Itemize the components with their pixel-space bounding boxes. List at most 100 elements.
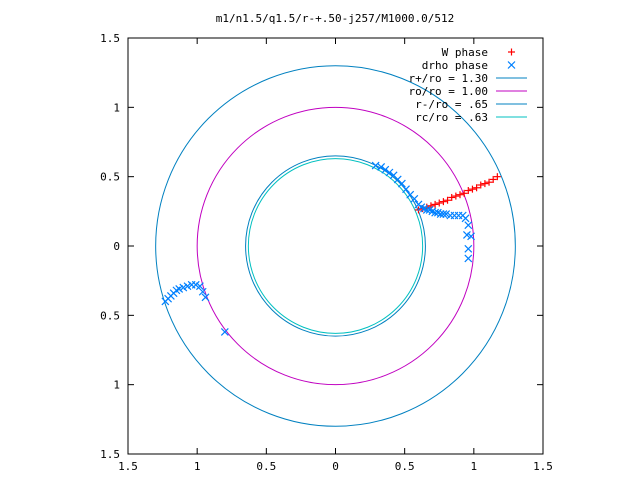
legend-marker-sample: [507, 61, 516, 69]
x-tick-label: 1.5: [533, 460, 553, 473]
drho-phase-point-d2: [385, 168, 394, 177]
x-tick-label: 1: [194, 460, 201, 473]
drho-phase-point: [402, 185, 410, 194]
drho-phase-point: [467, 232, 475, 241]
drho-phase-point: [462, 230, 471, 239]
drho-phase-point: [198, 287, 207, 296]
drho-phase-point-d2: [410, 194, 419, 203]
drho-phase-point-d2: [406, 190, 415, 199]
drho-phase-point-d2: [196, 282, 204, 291]
w-phase-point: [431, 200, 439, 208]
drho-phase-point-d2: [179, 283, 188, 292]
legend-label: W phase: [442, 46, 488, 59]
w-phase-point: [456, 191, 464, 199]
drho-phase-point-d2: [175, 285, 184, 293]
axis-ticks: 1.5 1 0.5 0 0.5 1 1.51.510.500.511.5: [100, 32, 553, 473]
y-tick-label: 0.5: [100, 309, 120, 322]
drho-phase-point-d2: [393, 175, 402, 184]
drho-phase-point: [196, 282, 204, 291]
legend-label: r-/ro = .65: [415, 98, 488, 111]
w-phase-point: [444, 196, 452, 204]
x-tick-label: 0.5: [256, 460, 276, 473]
w-phase-point: [485, 178, 493, 186]
circle-series: [155, 65, 516, 427]
x-tick-label: 0.5: [395, 460, 415, 473]
drho-phase-point-d2: [417, 203, 426, 212]
w-phase-point: [464, 187, 472, 195]
drho-phase-point: [191, 280, 200, 289]
drho-phase-point-d2: [464, 254, 473, 263]
drho-phase-point: [436, 210, 445, 219]
w-phase-point: [468, 185, 476, 193]
y-tick-label: 0.5: [100, 171, 120, 184]
chart-title: m1/n1.5/q1.5/r-+.50-j257/M1000.0/512: [216, 12, 454, 25]
w-phase-point: [448, 193, 456, 201]
drho-phase-point-d2: [442, 210, 451, 219]
drho-phase-point-d2: [397, 179, 406, 188]
drho-phase-point-d2: [462, 230, 471, 239]
drho-phase-point: [220, 328, 229, 336]
legend-marker-sample: [508, 48, 515, 56]
legend-label: ro/ro = 1.00: [409, 85, 488, 98]
x-tick-label: 0: [332, 460, 339, 473]
circle-series: [196, 106, 475, 386]
drho-phase-point-d2: [425, 206, 434, 214]
drho-phase-point-d2: [464, 221, 473, 230]
w-phase-point: [481, 180, 489, 188]
drho-phase-point-d2: [183, 282, 192, 291]
drho-phase-point: [385, 168, 394, 177]
drho-phase-point-d2: [464, 244, 473, 253]
w-phase-point: [473, 184, 481, 192]
drho-phase-point-d2: [220, 328, 229, 336]
y-tick-label: 1.5: [100, 448, 120, 461]
y-tick-label: 1: [113, 101, 120, 114]
drho-phase-point-d2: [389, 171, 398, 180]
circle-series: [247, 158, 424, 334]
w-phase-point: [460, 189, 468, 197]
drho-phase-point-d2: [201, 293, 210, 302]
drho-phase-point: [464, 244, 473, 253]
drho-phase-point: [201, 293, 210, 302]
drho-phase-point: [442, 210, 451, 219]
drho-phase-point: [179, 283, 188, 292]
drho-phase-point-d2: [436, 210, 445, 219]
w-phase-point: [493, 173, 501, 181]
y-tick-label: 1: [113, 379, 120, 392]
drho-phase-point-d2: [198, 287, 207, 296]
w-phase-point: [452, 192, 460, 200]
drho-phase-point: [439, 210, 448, 219]
data-points: [161, 161, 501, 336]
drho-phase-point-d2: [439, 210, 448, 219]
legend-label: r+/ro = 1.30: [409, 72, 488, 85]
x-tick-label: 1: [471, 460, 478, 473]
drho-phase-point: [381, 165, 390, 174]
circle-series: [245, 155, 426, 337]
y-tick-label: 1.5: [100, 32, 120, 45]
drho-phase-point: [464, 221, 473, 230]
w-phase-point: [439, 198, 447, 206]
drho-phase-point: [464, 254, 473, 263]
drho-phase-point: [410, 194, 419, 203]
w-phase-point: [489, 175, 497, 183]
drho-phase-point: [183, 282, 192, 291]
x-tick-label: 1.5: [118, 460, 138, 473]
legend-label: rc/ro = .63: [415, 111, 488, 124]
drho-phase-point: [377, 163, 386, 171]
w-phase-point: [435, 199, 443, 207]
reference-circles: [155, 65, 516, 427]
drho-phase-point-d2: [467, 232, 475, 241]
y-tick-label: 0: [113, 240, 120, 253]
drho-phase-point-d2: [377, 163, 386, 171]
drho-phase-point: [397, 179, 406, 188]
drho-phase-point-d2: [381, 165, 390, 174]
drho-phase-point: [461, 214, 470, 223]
legend-label: drho phase: [422, 59, 488, 72]
drho-phase-point-d2: [461, 214, 470, 223]
w-phase-point: [477, 181, 485, 189]
legend-marker-sample-d2: [507, 61, 516, 69]
drho-phase-point: [175, 285, 184, 293]
drho-phase-point-d2: [402, 185, 410, 194]
drho-phase-point-d2: [191, 280, 200, 289]
